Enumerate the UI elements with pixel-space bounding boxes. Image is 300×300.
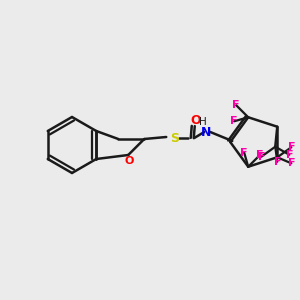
Text: F: F (286, 150, 293, 160)
Text: F: F (287, 142, 295, 152)
Text: F: F (256, 150, 264, 160)
Text: S: S (170, 131, 179, 145)
Text: F: F (241, 148, 248, 158)
Text: O: O (124, 156, 134, 166)
Text: F: F (287, 158, 295, 168)
Text: H: H (200, 117, 207, 127)
Text: F: F (230, 116, 238, 126)
Text: O: O (190, 115, 201, 128)
Text: F: F (274, 157, 281, 167)
Text: N: N (201, 125, 211, 139)
Text: F: F (232, 100, 240, 110)
Text: F: F (257, 152, 265, 162)
